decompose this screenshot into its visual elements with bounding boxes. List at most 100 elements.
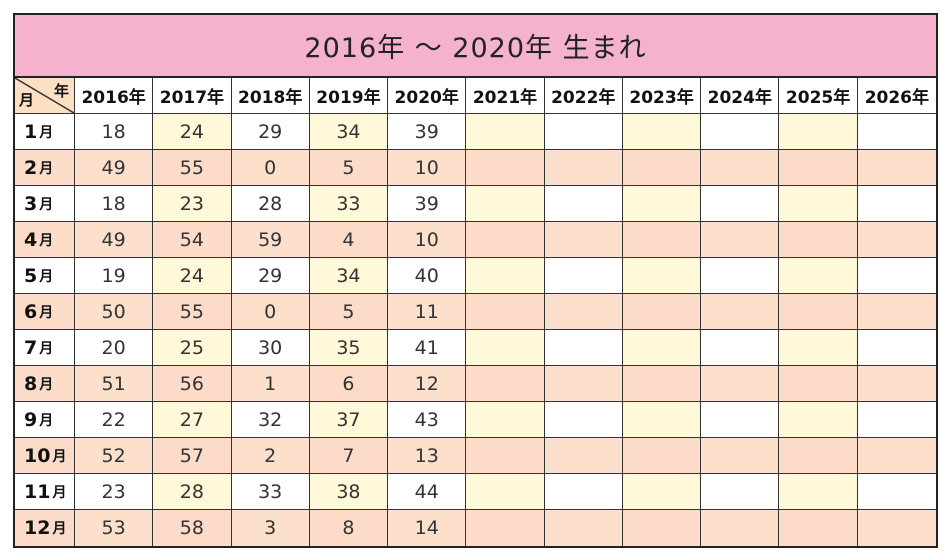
table-cell xyxy=(466,330,545,366)
table-cell: 10 xyxy=(388,222,467,258)
table-cell xyxy=(544,114,623,150)
table-cell xyxy=(466,294,545,330)
table-cell xyxy=(779,114,858,150)
table-cell: 28 xyxy=(153,474,232,510)
table-cell xyxy=(779,474,858,510)
table-cell xyxy=(466,474,545,510)
table-cell: 5 xyxy=(309,294,389,330)
table-cell: 30 xyxy=(231,330,310,366)
table-cell: 0 xyxy=(231,294,310,330)
table-cell xyxy=(622,438,702,474)
table-cell xyxy=(701,438,780,474)
table-cell xyxy=(857,150,936,186)
table-cell xyxy=(466,114,545,150)
column-header: 2023年 xyxy=(622,78,702,114)
column-header: 2025年 xyxy=(779,78,858,114)
page-title: 2016年 ～ 2020年 生まれ xyxy=(15,15,936,78)
month-unit: 月 xyxy=(52,484,67,501)
column-header: 2021年 xyxy=(466,78,545,114)
table-cell: 28 xyxy=(231,186,310,222)
table-cell xyxy=(779,330,858,366)
table-cell: 11 xyxy=(388,294,467,330)
table-cell: 49 xyxy=(75,222,154,258)
month-number: 9 xyxy=(24,408,38,431)
table-cell xyxy=(466,258,545,294)
table-cell: 7 xyxy=(309,438,389,474)
table-cell xyxy=(857,438,936,474)
table-cell xyxy=(466,510,545,546)
table-cell xyxy=(622,510,702,546)
column-header: 2024年 xyxy=(701,78,780,114)
table-cell xyxy=(701,150,780,186)
month-unit: 月 xyxy=(39,304,54,321)
table-cell: 50 xyxy=(75,294,154,330)
column-header: 2017年 xyxy=(153,78,232,114)
table-cell xyxy=(622,330,702,366)
table-cell xyxy=(701,294,780,330)
table-cell: 24 xyxy=(153,258,232,294)
table-cell: 24 xyxy=(153,114,232,150)
table-cell: 22 xyxy=(75,402,154,438)
table-cell: 44 xyxy=(388,474,467,510)
table-cell: 39 xyxy=(388,114,467,150)
table-cell xyxy=(544,366,623,402)
table-cell: 54 xyxy=(153,222,232,258)
month-number: 6 xyxy=(24,300,38,323)
month-unit: 月 xyxy=(52,521,67,537)
table-cell xyxy=(466,438,545,474)
table-cell: 8 xyxy=(309,510,389,546)
calendar-sheet: 2016年 ～ 2020年 生まれ 年月 2016年 2017年 2018年 2019年… xyxy=(13,13,938,548)
table-cell xyxy=(857,222,936,258)
month-label: 12 月 xyxy=(15,510,75,546)
table-cell: 52 xyxy=(75,438,154,474)
table-cell: 32 xyxy=(231,402,310,438)
month-number: 1 xyxy=(24,120,38,143)
month-unit: 月 xyxy=(39,124,54,141)
table-cell xyxy=(857,330,936,366)
table-cell: 38 xyxy=(309,474,389,510)
table-cell xyxy=(701,330,780,366)
table-cell: 20 xyxy=(75,330,154,366)
table-cell xyxy=(544,222,623,258)
corner-header: 年月 xyxy=(15,78,75,114)
month-number: 5 xyxy=(24,264,38,287)
table-cell xyxy=(701,402,780,438)
table-cell: 5 xyxy=(309,150,389,186)
table-cell xyxy=(779,402,858,438)
month-unit: 月 xyxy=(39,196,54,213)
table-cell: 19 xyxy=(75,258,154,294)
table-cell xyxy=(701,366,780,402)
table-cell: 10 xyxy=(388,150,467,186)
table-cell xyxy=(701,222,780,258)
table-cell xyxy=(857,366,936,402)
table-cell: 37 xyxy=(309,402,389,438)
month-number: 10 xyxy=(24,444,51,467)
month-unit: 月 xyxy=(52,448,67,465)
table-cell xyxy=(544,510,623,546)
column-header: 2022年 xyxy=(544,78,623,114)
table-cell: 59 xyxy=(231,222,310,258)
month-number: 3 xyxy=(24,192,38,215)
table-cell: 56 xyxy=(153,366,232,402)
column-header: 2020年 xyxy=(388,78,467,114)
table-cell: 12 xyxy=(388,366,467,402)
table-cell: 1 xyxy=(231,366,310,402)
month-unit: 月 xyxy=(39,412,54,429)
table-cell: 27 xyxy=(153,402,232,438)
table-cell xyxy=(779,150,858,186)
table-cell xyxy=(544,438,623,474)
table-cell: 55 xyxy=(153,150,232,186)
table-cell xyxy=(779,366,858,402)
table-cell: 39 xyxy=(388,186,467,222)
table-cell xyxy=(857,402,936,438)
table-cell: 29 xyxy=(231,114,310,150)
table-cell xyxy=(466,222,545,258)
column-header: 2018年 xyxy=(231,78,310,114)
table-cell: 3 xyxy=(231,510,310,546)
table-cell xyxy=(701,474,780,510)
table-cell xyxy=(544,474,623,510)
year-month-table: 年月 2016年 2017年 2018年 2019年 2020年 2021年 2022年 202… xyxy=(15,78,936,546)
